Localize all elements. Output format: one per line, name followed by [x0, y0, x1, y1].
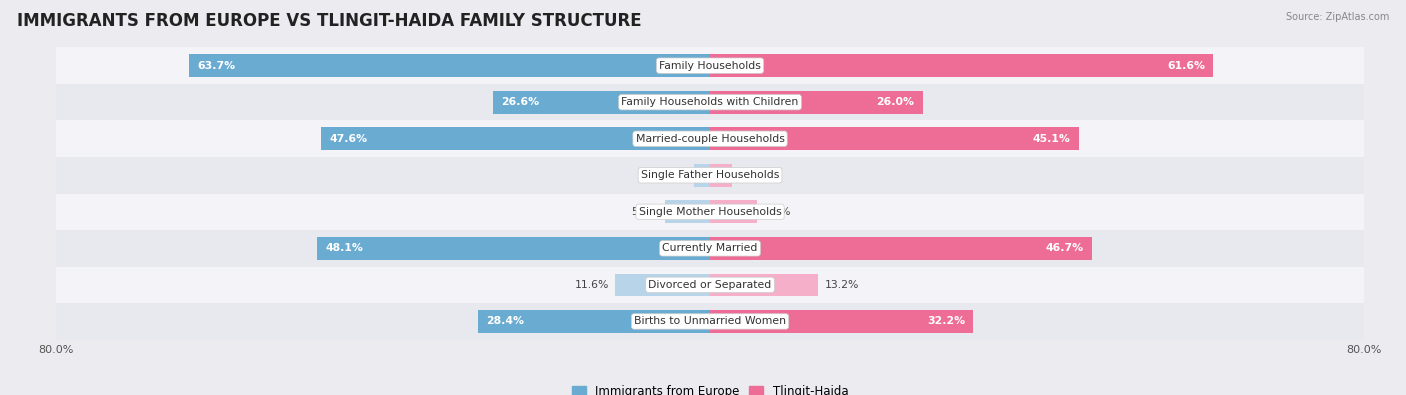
Text: 26.6%: 26.6%	[501, 97, 538, 107]
Bar	[56, 47, 1364, 84]
Text: 5.7%: 5.7%	[763, 207, 790, 217]
Text: 63.7%: 63.7%	[198, 61, 236, 71]
Text: 13.2%: 13.2%	[824, 280, 859, 290]
Bar	[710, 164, 733, 186]
Text: Married-couple Households: Married-couple Households	[636, 134, 785, 144]
Bar	[321, 128, 710, 150]
Bar	[478, 310, 710, 333]
Bar	[56, 157, 1364, 194]
Bar	[616, 274, 710, 296]
Bar	[710, 310, 973, 333]
Bar	[56, 303, 1364, 340]
Text: Family Households: Family Households	[659, 61, 761, 71]
Text: 11.6%: 11.6%	[574, 280, 609, 290]
Text: 47.6%: 47.6%	[329, 134, 367, 144]
Text: Single Father Households: Single Father Households	[641, 170, 779, 180]
Bar	[56, 194, 1364, 230]
Bar	[710, 91, 922, 113]
Bar	[56, 84, 1364, 120]
Text: 28.4%: 28.4%	[486, 316, 524, 326]
Text: Source: ZipAtlas.com: Source: ZipAtlas.com	[1285, 12, 1389, 22]
Text: Single Mother Households: Single Mother Households	[638, 207, 782, 217]
Bar	[492, 91, 710, 113]
Text: 26.0%: 26.0%	[876, 97, 914, 107]
Text: 46.7%: 46.7%	[1046, 243, 1084, 253]
Text: 32.2%: 32.2%	[927, 316, 965, 326]
Text: 45.1%: 45.1%	[1032, 134, 1070, 144]
Text: 2.0%: 2.0%	[659, 170, 688, 180]
Text: Divorced or Separated: Divorced or Separated	[648, 280, 772, 290]
Bar	[56, 230, 1364, 267]
Bar	[710, 274, 818, 296]
Bar	[710, 237, 1091, 260]
Bar	[56, 267, 1364, 303]
Text: IMMIGRANTS FROM EUROPE VS TLINGIT-HAIDA FAMILY STRUCTURE: IMMIGRANTS FROM EUROPE VS TLINGIT-HAIDA …	[17, 12, 641, 30]
Text: Family Households with Children: Family Households with Children	[621, 97, 799, 107]
Bar	[56, 120, 1364, 157]
Bar	[316, 237, 710, 260]
Bar	[710, 201, 756, 223]
Text: 5.5%: 5.5%	[631, 207, 658, 217]
Bar	[710, 128, 1078, 150]
Bar	[665, 201, 710, 223]
Text: 48.1%: 48.1%	[325, 243, 363, 253]
Legend: Immigrants from Europe, Tlingit-Haida: Immigrants from Europe, Tlingit-Haida	[572, 385, 848, 395]
Text: 61.6%: 61.6%	[1167, 61, 1205, 71]
Bar	[693, 164, 710, 186]
Bar	[710, 55, 1213, 77]
Text: 2.7%: 2.7%	[738, 170, 766, 180]
Text: Currently Married: Currently Married	[662, 243, 758, 253]
Bar	[190, 55, 710, 77]
Text: Births to Unmarried Women: Births to Unmarried Women	[634, 316, 786, 326]
